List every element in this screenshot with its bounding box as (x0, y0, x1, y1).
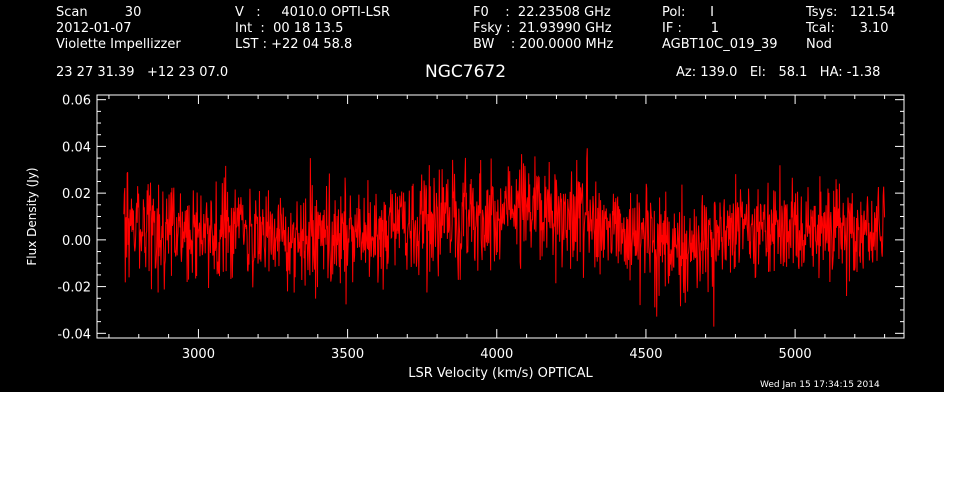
spectrum-trace-group (123, 148, 886, 327)
rest-frequency: F0 : 22.23508 GHz (473, 5, 611, 20)
plot-timestamp: Wed Jan 15 17:34:15 2014 (760, 380, 880, 390)
procedure-name: Nod (806, 37, 832, 52)
x-tick-label: 5000 (779, 347, 812, 362)
plot-background (0, 0, 944, 392)
observation-date: 2012-01-07 (56, 21, 132, 36)
pointing-info: Az: 139.0 El: 58.1 HA: -1.38 (676, 65, 881, 80)
source-coordinates: 23 27 31.39 +12 23 07.0 (56, 65, 229, 80)
x-tick-label: 4500 (629, 347, 662, 362)
x-tick-label: 3500 (331, 347, 364, 362)
if-number: IF : 1 (662, 21, 720, 36)
observer-name: Violette Impellizzer (56, 37, 181, 52)
spectrum-trace (123, 148, 886, 327)
velocity-value: V : 4010.0 OPTI-LSR (235, 5, 391, 20)
y-tick-label: -0.02 (57, 281, 91, 296)
y-tick-label: -0.04 (57, 327, 91, 342)
polarization: Pol: I (662, 5, 714, 20)
sky-frequency: Fsky : 21.93990 GHz (473, 21, 612, 36)
source-name: NGC7672 (425, 62, 507, 82)
y-tick-label: 0.04 (62, 140, 91, 155)
bandwidth: BW : 200.0000 MHz (473, 37, 614, 52)
x-tick-label: 4000 (480, 347, 513, 362)
spectrum-chart: 3000 3500 4000 4500 5000 -0.04 -0.02 0.00 0.02 0.… (25, 94, 905, 381)
tsys-value: Tsys: 121.54 (806, 5, 896, 20)
project-id: AGBT10C_019_39 (662, 37, 778, 52)
x-axis-label: LSR Velocity (km/s) OPTICAL (408, 366, 593, 381)
y-tick-label: 0.00 (62, 234, 91, 249)
y-tick-label: 0.06 (62, 94, 91, 109)
y-axis-label: Flux Density (Jy) (25, 167, 39, 265)
tcal-value: Tcal: 3.10 (806, 21, 889, 36)
axis-ticks: 3000 3500 4000 4500 5000 -0.04 -0.02 0.00 0.02 0.… (57, 94, 904, 362)
lst-value: LST : +22 04 58.8 (235, 37, 353, 52)
integration-time: Int : 00 18 13.5 (235, 21, 344, 36)
scan-number: Scan 30 (56, 5, 142, 20)
x-tick-label: 3000 (182, 347, 215, 362)
y-tick-label: 0.02 (62, 187, 91, 202)
